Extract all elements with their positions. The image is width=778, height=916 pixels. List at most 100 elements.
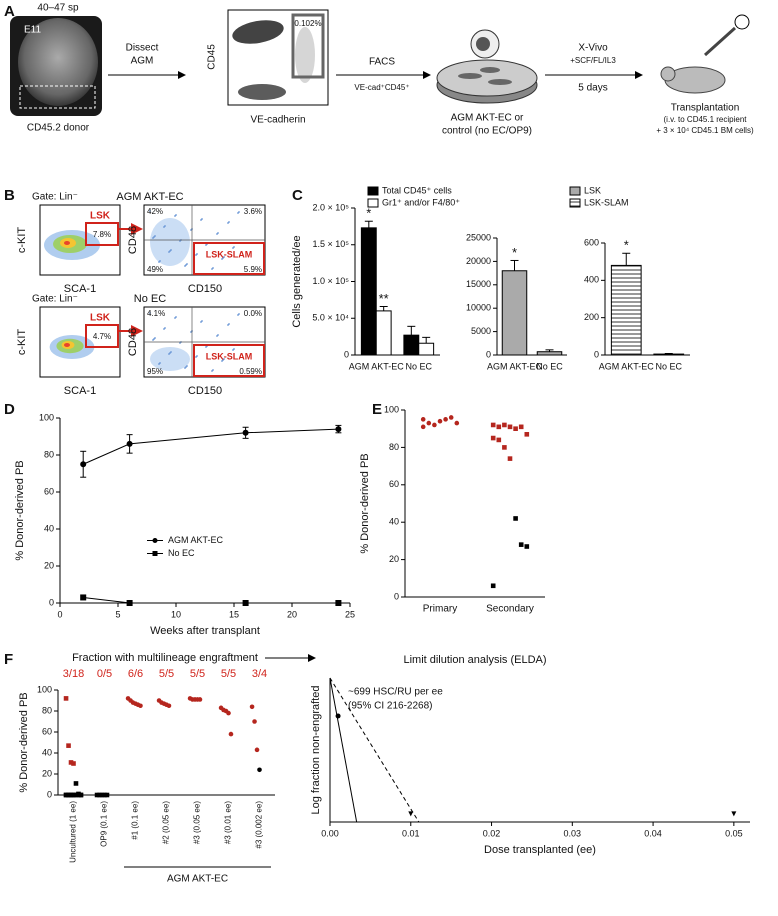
y-tick-label: 80 [42,705,52,715]
marker [63,792,69,798]
marker [507,456,513,461]
cell-dot [237,314,239,316]
cell [488,79,512,85]
x-tick-label: 0.03 [564,828,582,838]
bar [501,270,528,356]
cell-dot [221,360,223,362]
panel-label: A [4,3,15,20]
cell-cloud [150,218,190,266]
cell-dot [152,237,154,239]
legend-swatch [367,198,379,208]
slam-gate [193,242,265,275]
cell-dot [149,210,151,212]
significance: ** [379,291,389,306]
y-axis-label: % Donor-derived PB [359,453,371,553]
y-tick-label: 20 [44,560,54,570]
y-tick-label: 40 [389,517,399,527]
marker [335,600,342,606]
marker [524,432,530,437]
cell-dot [163,226,165,228]
annotation: ~699 HSC/RU per ee [348,687,443,698]
x-tick-label: AGM AKT-EC [599,361,655,371]
y-tick-label: 15000 [466,279,491,289]
x-tick-label: 0.05 [725,828,743,838]
marker [426,420,432,426]
step-label: FACS [369,57,395,68]
marker [68,760,74,765]
marker [448,415,454,420]
x-axis-label: Dose transplanted (ee) [484,844,596,856]
marker [242,429,249,436]
cell-cloud [64,343,70,347]
y-axis-label: CD48 [127,226,139,254]
x-tick-label: 0.04 [644,828,662,838]
bar [403,334,420,356]
y-tick-label: 1.5 × 10⁵ [312,239,349,249]
cell-dot [184,265,186,267]
cell-dot [195,254,197,256]
x-tick-label: 5 [115,609,120,619]
marker [507,424,513,430]
legend-label: AGM AKT-EC [168,535,224,545]
gate-label: Gate: Lin⁻ [32,192,78,203]
nucleus [476,37,490,51]
cell-dot [205,346,207,348]
cell-dot [216,335,218,337]
gate-name: LSK [90,313,111,324]
y-tick-label: 0 [47,789,52,799]
condition-label: AGM AKT-EC [116,191,183,203]
quadrant-value: 49% [147,265,163,274]
x-tick-label: AGM AKT-EC [349,361,405,371]
x-axis-label: SCA-1 [64,385,96,397]
cell-dot [227,324,229,326]
marker [94,792,100,798]
marker [138,703,143,709]
bar [418,342,435,356]
bar [375,310,392,356]
y-tick-label: 40 [44,523,54,533]
fraction-label: 3/18 [63,668,84,680]
legend-label: Gr1⁺ and/or F4/80⁺ [382,197,460,207]
chart-title: Fraction with multilineage engraftment [72,652,258,664]
cell-dot [205,244,207,246]
marker [420,424,426,430]
marker [490,422,496,428]
legend-label: No EC [168,548,195,558]
annotation: (95% CI 216-2268) [348,701,433,712]
x-tick-label: #3 (0.05 ee) [193,801,202,844]
dish [436,59,538,97]
significance: * [512,245,517,260]
line [83,596,339,604]
lsk-gate [85,222,119,246]
marker [490,435,496,441]
y-axis-label: Log fraction non-engrafted [310,685,322,814]
y-tick-label: 100 [37,684,52,694]
x-tick-label: Primary [423,604,457,615]
fraction-label: 5/5 [190,668,205,680]
x-tick-label: 0 [57,609,62,619]
x-tick-label: No EC [536,361,563,371]
cell-dot [216,233,218,235]
cell-dot [168,251,170,253]
panel-label: C [292,187,303,204]
quadrant-value: 95% [147,367,163,376]
x-tick-label: #3 (0.01 ee) [224,801,233,844]
y-axis-label: % Donor-derived PB [14,460,26,560]
marker [496,424,502,430]
legend-label: LSK [584,185,601,195]
quadrant-value: 42% [147,207,163,216]
marker [63,696,69,701]
cell-dot [174,317,176,319]
transplant-label: Transplantation [671,103,740,114]
step-label: +SCF/FL/IL3 [570,56,616,65]
step-label: 5 days [578,83,607,94]
cell-cloud [232,20,284,44]
marker [71,761,76,766]
quadrant-value: 4.1% [147,309,165,318]
x-tick-label: 0.00 [321,828,339,838]
legend-swatch [569,186,581,196]
marker [518,542,524,547]
cell-dot [221,258,223,260]
x-tick-label: No EC [655,361,682,371]
marker [66,792,71,798]
